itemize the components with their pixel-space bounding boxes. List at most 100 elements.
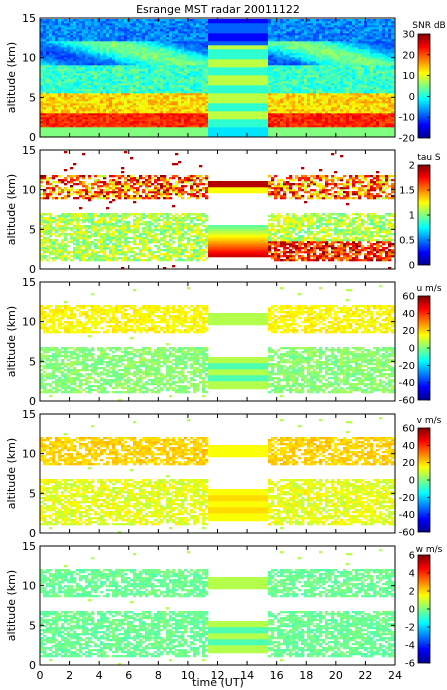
heatmap-cell (118, 39, 122, 42)
heatmap-cell (226, 35, 230, 38)
heatmap-cell (91, 101, 95, 104)
heatmap-cell (61, 29, 65, 32)
heatmap-cell (211, 51, 215, 54)
heatmap-cell (46, 113, 50, 116)
heatmap-cell (166, 19, 170, 22)
heatmap-cell (160, 83, 164, 86)
heatmap-cell (130, 111, 134, 114)
heatmap-cell (121, 83, 125, 86)
heatmap-cell (244, 75, 248, 78)
heatmap-cell (226, 59, 230, 62)
heatmap-cell (82, 105, 86, 108)
heatmap-cell (130, 29, 134, 32)
heatmap-cell (103, 85, 107, 88)
heatmap-cell (160, 95, 164, 98)
heatmap-cell (169, 117, 173, 120)
heatmap-cell (241, 55, 245, 58)
heatmap-cell (127, 61, 131, 64)
heatmap-cell (94, 79, 98, 82)
heatmap-cell (49, 113, 53, 116)
heatmap-cell (127, 83, 131, 86)
heatmap-cell (208, 43, 212, 46)
heatmap-cell (190, 63, 194, 66)
heatmap-cell (64, 103, 68, 106)
heatmap-cell (106, 83, 110, 86)
heatmap-cell (76, 123, 80, 126)
heatmap-cell (67, 109, 71, 112)
heatmap-cell (64, 95, 68, 98)
heatmap-cell (211, 69, 215, 72)
heatmap-cell (70, 71, 74, 74)
heatmap-cell (100, 37, 104, 40)
heatmap-cell (109, 131, 113, 134)
heatmap-cell (256, 73, 260, 76)
heatmap-cell (271, 87, 275, 90)
heatmap-cell (142, 41, 146, 44)
heatmap-cell (262, 119, 266, 122)
heatmap-cell (292, 135, 296, 138)
heatmap-cell (136, 81, 140, 84)
heatmap-cell (208, 85, 212, 88)
heatmap-cell (100, 129, 104, 132)
heatmap-cell (199, 39, 203, 42)
heatmap-cell (103, 123, 107, 126)
heatmap-cell (232, 79, 236, 82)
heatmap-cell (244, 79, 248, 82)
heatmap-cell (55, 133, 59, 136)
heatmap-cell (199, 101, 203, 104)
heatmap-cell (145, 21, 149, 24)
heatmap-cell (247, 63, 251, 66)
heatmap-cell (94, 73, 98, 76)
heatmap-cell (97, 79, 101, 82)
heatmap-cell (181, 113, 185, 116)
heatmap-cell (184, 57, 188, 60)
heatmap-cell (181, 49, 185, 52)
heatmap-cell (64, 45, 68, 48)
heatmap-cell (52, 59, 56, 62)
heatmap-cell (130, 115, 134, 118)
heatmap-cell (232, 111, 236, 114)
heatmap-cell (280, 41, 284, 44)
heatmap-cell (277, 29, 281, 32)
heatmap-cell (223, 29, 227, 32)
heatmap-cell (247, 129, 251, 132)
heatmap-cell (118, 125, 122, 128)
heatmap-cell (157, 27, 161, 30)
heatmap-cell (88, 55, 92, 58)
heatmap-cell (118, 97, 122, 100)
heatmap-cell (88, 109, 92, 112)
heatmap-cell (250, 41, 254, 44)
heatmap-cell (178, 21, 182, 24)
heatmap-cell (199, 23, 203, 26)
heatmap-cell (172, 43, 176, 46)
heatmap-cell (181, 115, 185, 118)
heatmap-cell (193, 113, 197, 116)
heatmap-cell (274, 23, 278, 26)
heatmap-cell (49, 119, 53, 122)
heatmap-cell (229, 35, 233, 38)
heatmap-cell (76, 67, 80, 70)
heatmap-cell (55, 83, 59, 86)
heatmap-cell (196, 47, 200, 50)
heatmap-cell (265, 109, 269, 112)
heatmap-cell (106, 59, 110, 62)
heatmap-cell (187, 79, 191, 82)
heatmap-cell (85, 51, 89, 54)
heatmap-cell (199, 105, 203, 108)
heatmap-cell (70, 79, 74, 82)
heatmap-cell (52, 53, 56, 56)
heatmap-cell (172, 19, 176, 22)
heatmap-cell (169, 103, 173, 106)
heatmap-cell (196, 67, 200, 70)
heatmap-cell (241, 121, 245, 124)
heatmap-cell (94, 53, 98, 56)
heatmap-cell (136, 133, 140, 136)
heatmap-cell (196, 117, 200, 120)
heatmap-cell (127, 85, 131, 88)
heatmap-cell (217, 135, 221, 138)
heatmap-cell (139, 125, 143, 128)
heatmap-cell (163, 55, 167, 58)
heatmap-cell (154, 107, 158, 110)
heatmap-cell (103, 83, 107, 86)
heatmap-cell (181, 77, 185, 80)
